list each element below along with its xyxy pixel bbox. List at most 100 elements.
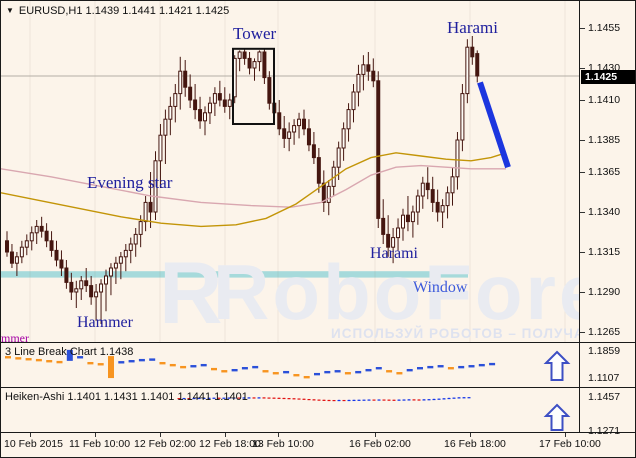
heiken-body [192, 397, 196, 400]
pane-separator[interactable] [1, 387, 635, 388]
line-break-indicator-title: 3 Line Break Chart 1.1438 [5, 346, 134, 358]
pattern-label-hammer[interactable]: Hammer [77, 314, 134, 331]
candle-body [84, 280, 89, 287]
time-tick-mark [375, 433, 376, 437]
symbol-dropdown-icon[interactable]: ▼ [6, 6, 14, 15]
candle-body [19, 246, 24, 258]
candle-body [74, 288, 79, 293]
candle-body [173, 93, 178, 107]
line-break-bar [87, 361, 94, 365]
heiken-body [422, 399, 426, 401]
window-gap-band[interactable] [1, 271, 468, 278]
pattern-label-harami[interactable]: Harami [370, 245, 419, 262]
line-break-bar [375, 367, 382, 370]
candle-body [113, 262, 118, 269]
heiken-body [277, 397, 281, 399]
heiken-body [197, 397, 201, 400]
candle-body [118, 256, 123, 264]
candle-body [207, 102, 212, 114]
candle-body [341, 128, 346, 149]
chart-title: ▼ EURUSD,H1 1.1439 1.1441 1.1421 1.1425 [6, 5, 229, 17]
pane-separator[interactable] [1, 342, 635, 343]
line-break-bar [56, 360, 63, 364]
pattern-label-harami[interactable]: Harami [447, 18, 498, 37]
indicator-scale-label: 1.1107 [588, 372, 620, 384]
pattern-label-evening-star[interactable]: Evening star [87, 173, 173, 192]
line-break-bar [97, 363, 104, 366]
heiken-body [252, 397, 256, 399]
heiken-body [387, 399, 391, 401]
heiken-body [437, 398, 441, 400]
pattern-label-mmer[interactable]: mmer [1, 331, 29, 343]
candle-body [410, 211, 415, 223]
line-break-bar [190, 365, 197, 368]
heiken-body [207, 397, 211, 399]
line-break-bar [283, 370, 290, 374]
heiken-body [292, 398, 296, 400]
candle-body [9, 251, 14, 264]
candle-body [69, 281, 74, 293]
up-arrow-icon[interactable] [543, 403, 571, 431]
line-break-bar [252, 365, 259, 369]
line-break-bar [149, 358, 156, 361]
candle-body [143, 201, 148, 223]
heiken-body [317, 399, 321, 401]
heiken-body [242, 397, 246, 399]
line-break-bar [169, 363, 176, 367]
ma-slow-line [1, 164, 506, 208]
candle-body [302, 118, 306, 130]
candle-body [356, 73, 361, 93]
heiken-body [257, 397, 261, 399]
time-axis[interactable]: 10 Feb 2015 11 Feb 10:00 12 Feb 02:00 12 Fe… [1, 433, 635, 457]
candle-body [168, 105, 173, 120]
line-break-bar [355, 370, 362, 374]
line-break-bar [159, 361, 166, 365]
candle-body [222, 99, 227, 107]
heiken-body [182, 398, 186, 400]
candle-body [34, 225, 39, 234]
candle-body [227, 99, 232, 107]
line-break-bar [437, 365, 444, 368]
line-break-bar [108, 356, 114, 379]
candle-body [282, 128, 287, 139]
line-break-bar [66, 349, 73, 361]
trend-arrow[interactable] [477, 81, 511, 169]
candle-body [381, 217, 386, 235]
candle-body [440, 205, 445, 213]
heiken-body [377, 399, 381, 401]
heiken-body [457, 397, 461, 399]
tower-rectangle[interactable] [232, 47, 275, 125]
candle-body [455, 139, 460, 178]
candle-body [346, 109, 351, 130]
line-break-bar [427, 365, 434, 369]
heiken-body [247, 397, 251, 399]
heiken-body [427, 399, 431, 401]
candle-body [128, 243, 133, 251]
candle-body [29, 232, 34, 242]
line-break-bar [200, 363, 207, 367]
candle-body [336, 147, 341, 168]
candle-body [415, 195, 420, 213]
heiken-ashi-indicator-pane [177, 396, 571, 431]
candle-body [396, 227, 401, 239]
heiken-body [362, 399, 366, 401]
heiken-body [327, 399, 331, 402]
time-tick-mark [95, 433, 96, 437]
price-tick-mark [580, 252, 585, 253]
candle-body [321, 182, 326, 203]
pattern-label-window[interactable]: Window [413, 279, 468, 296]
heiken-body [297, 398, 301, 400]
candle-body [104, 275, 108, 285]
up-arrow-icon[interactable] [543, 350, 571, 381]
candle-body [420, 182, 425, 197]
candle-body [257, 51, 262, 63]
pattern-label-tower[interactable]: Tower [233, 24, 277, 43]
candle-body [133, 233, 138, 245]
candle-body [277, 112, 282, 130]
line-break-bar [468, 365, 475, 368]
price-axis[interactable]: 1.1425 1.1455 1.1430 1.1410 1.1385 1.1365 1.1… [580, 1, 635, 437]
candle-body [203, 112, 207, 122]
heiken-body [382, 399, 386, 401]
price-tick-mark [580, 332, 585, 333]
candle-body [405, 214, 410, 223]
